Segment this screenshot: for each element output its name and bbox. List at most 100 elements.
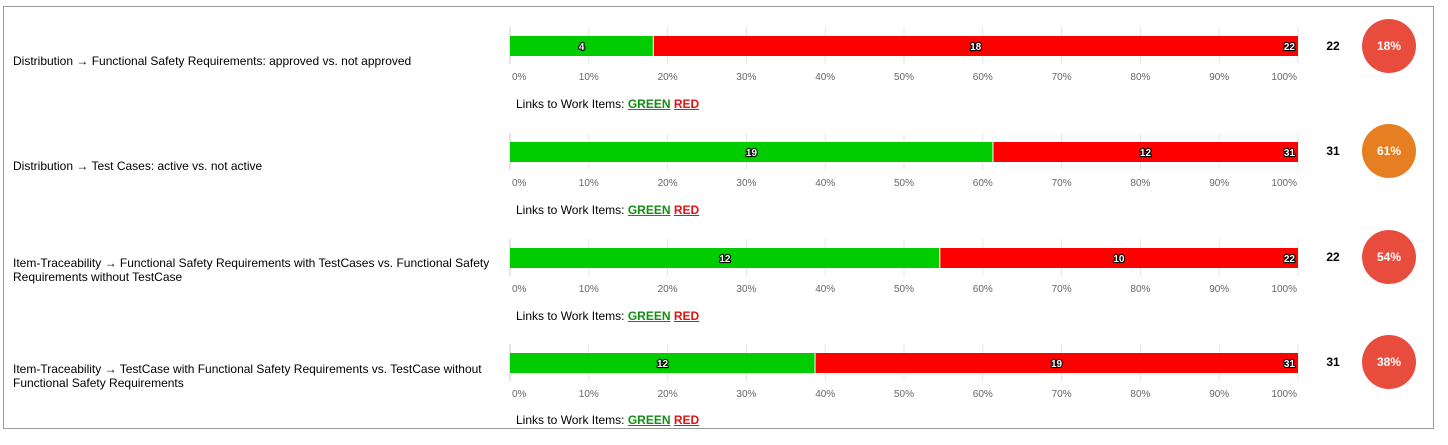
links-to-work-items: Links to Work Items: GREEN RED [516, 413, 699, 427]
red-segment [815, 353, 1298, 373]
axis-tick-label: 20% [658, 284, 678, 295]
axis-tick-label: 90% [1209, 72, 1229, 83]
stacked-bar-chart: 19 12 31 0% 10% 20% 30% 40% 50% 60% 70% 80% 90% 100% [509, 113, 1304, 193]
stacked-bar-chart: 12 10 22 0% 10% 20% 30% 40% 50% 60% 70% 80% 90% 100% [509, 219, 1304, 299]
green-work-items-link[interactable]: GREEN [627, 97, 671, 111]
red-value-label: 19 [1051, 359, 1063, 370]
axis-tick-label: 50% [894, 178, 914, 189]
axis-tick-label: 100% [1271, 72, 1297, 83]
axis-tick-label: 80% [1130, 178, 1150, 189]
axis-tick-label: 30% [736, 72, 756, 83]
green-segment [510, 248, 940, 268]
metric-label: Distribution → Test Cases: active vs. no… [13, 159, 263, 173]
links-prefix: Links to Work Items: [516, 309, 625, 323]
total-count: 31 [1326, 355, 1340, 369]
red-work-items-link[interactable]: RED [673, 413, 700, 427]
total-value-label: 22 [1284, 254, 1296, 265]
red-value-label: 10 [1113, 254, 1125, 265]
percent-badge: 38% [1362, 335, 1416, 389]
axis-tick-label: 40% [815, 284, 835, 295]
axis-tick-label: 60% [973, 178, 993, 189]
green-value-label: 19 [746, 148, 758, 159]
total-count: 22 [1326, 250, 1340, 264]
stacked-bar-chart: 4 18 22 0% 10% 20% 30% 40% 50% 60% 70% 80% 90% 100% [509, 7, 1304, 87]
axis-tick-label: 90% [1209, 284, 1229, 295]
green-work-items-link[interactable]: GREEN [627, 413, 671, 427]
green-segment [510, 142, 993, 162]
metric-label: Item-Traceability → Functional Safety Re… [13, 256, 490, 284]
links-to-work-items: Links to Work Items: GREEN RED [516, 97, 699, 111]
green-value-label: 12 [719, 254, 731, 265]
axis-tick-label: 80% [1130, 389, 1150, 400]
green-segment [510, 36, 654, 56]
metric-row-testcase-traceability: Item-Traceability → TestCase with Functi… [4, 324, 1435, 429]
total-value-label: 31 [1284, 359, 1296, 370]
red-value-label: 12 [1140, 148, 1152, 159]
axis-tick-label: 90% [1209, 178, 1229, 189]
metric-label: Distribution → Functional Safety Require… [13, 54, 412, 68]
chart-svg: 12 19 31 0% 10% 20% 30% 40% 50% 60% 70% 80% 90% 100% [509, 344, 1299, 400]
stacked-bar-chart: 12 19 31 0% 10% 20% 30% 40% 50% 60% 70% 80% 90% 100% [509, 324, 1304, 404]
red-segment [653, 36, 1298, 56]
axis-tick-label: 30% [736, 389, 756, 400]
total-count: 22 [1326, 39, 1340, 53]
axis-tick-label: 40% [815, 178, 835, 189]
metric-row-fsr-traceability: Item-Traceability → Functional Safety Re… [4, 219, 1435, 324]
axis-tick-label: 0% [512, 178, 527, 189]
axis-tick-label: 0% [512, 72, 527, 83]
axis-tick-label: 20% [658, 72, 678, 83]
axis-tick-label: 100% [1271, 284, 1297, 295]
percent-badge: 18% [1362, 19, 1416, 73]
axis-tick-label: 20% [658, 178, 678, 189]
axis-tick-label: 10% [579, 178, 599, 189]
metric-row-approved: Distribution → Functional Safety Require… [4, 7, 1435, 112]
links-prefix: Links to Work Items: [516, 413, 625, 427]
chart-svg: 4 18 22 0% 10% 20% 30% 40% 50% 60% 70% 80% 90% 100% [509, 27, 1299, 83]
green-work-items-link[interactable]: GREEN [627, 309, 671, 323]
axis-tick-label: 10% [579, 72, 599, 83]
percent-badge: 54% [1362, 230, 1416, 284]
red-work-items-link[interactable]: RED [673, 203, 700, 217]
axis-tick-label: 10% [579, 284, 599, 295]
red-work-items-link[interactable]: RED [673, 309, 700, 323]
metric-label: Item-Traceability → TestCase with Functi… [13, 362, 482, 390]
axis-tick-label: 70% [1052, 284, 1072, 295]
axis-tick-label: 50% [894, 284, 914, 295]
axis-tick-label: 40% [815, 389, 835, 400]
green-work-items-link[interactable]: GREEN [627, 203, 671, 217]
total-count: 31 [1326, 144, 1340, 158]
green-value-label: 12 [657, 359, 669, 370]
red-value-label: 18 [970, 42, 982, 53]
axis-tick-label: 10% [579, 389, 599, 400]
total-value-label: 22 [1284, 42, 1296, 53]
axis-tick-label: 70% [1052, 389, 1072, 400]
green-segment [510, 353, 816, 373]
axis-tick-label: 50% [894, 72, 914, 83]
total-value-label: 31 [1284, 148, 1296, 159]
axis-tick-label: 30% [736, 178, 756, 189]
axis-tick-label: 90% [1209, 389, 1229, 400]
links-prefix: Links to Work Items: [516, 97, 625, 111]
axis-tick-label: 70% [1052, 178, 1072, 189]
axis-tick-label: 20% [658, 389, 678, 400]
percent-badge: 61% [1362, 124, 1416, 178]
axis-tick-label: 60% [973, 389, 993, 400]
red-work-items-link[interactable]: RED [673, 97, 700, 111]
axis-tick-label: 50% [894, 389, 914, 400]
axis-tick-label: 100% [1271, 389, 1297, 400]
metric-row-test-cases-active: Distribution → Test Cases: active vs. no… [4, 113, 1435, 218]
axis-tick-label: 60% [973, 284, 993, 295]
red-segment [939, 248, 1298, 268]
axis-tick-label: 100% [1271, 178, 1297, 189]
green-value-label: 4 [579, 42, 585, 53]
links-to-work-items: Links to Work Items: GREEN RED [516, 309, 699, 323]
axis-tick-label: 70% [1052, 72, 1072, 83]
links-prefix: Links to Work Items: [516, 203, 625, 217]
chart-svg: 19 12 31 0% 10% 20% 30% 40% 50% 60% 70% 80% 90% 100% [509, 133, 1299, 189]
axis-tick-label: 30% [736, 284, 756, 295]
red-segment [992, 142, 1298, 162]
chart-svg: 12 10 22 0% 10% 20% 30% 40% 50% 60% 70% 80% 90% 100% [509, 239, 1299, 295]
distribution-panel: Distribution → Functional Safety Require… [3, 6, 1434, 429]
axis-tick-label: 80% [1130, 72, 1150, 83]
axis-tick-label: 0% [512, 389, 527, 400]
